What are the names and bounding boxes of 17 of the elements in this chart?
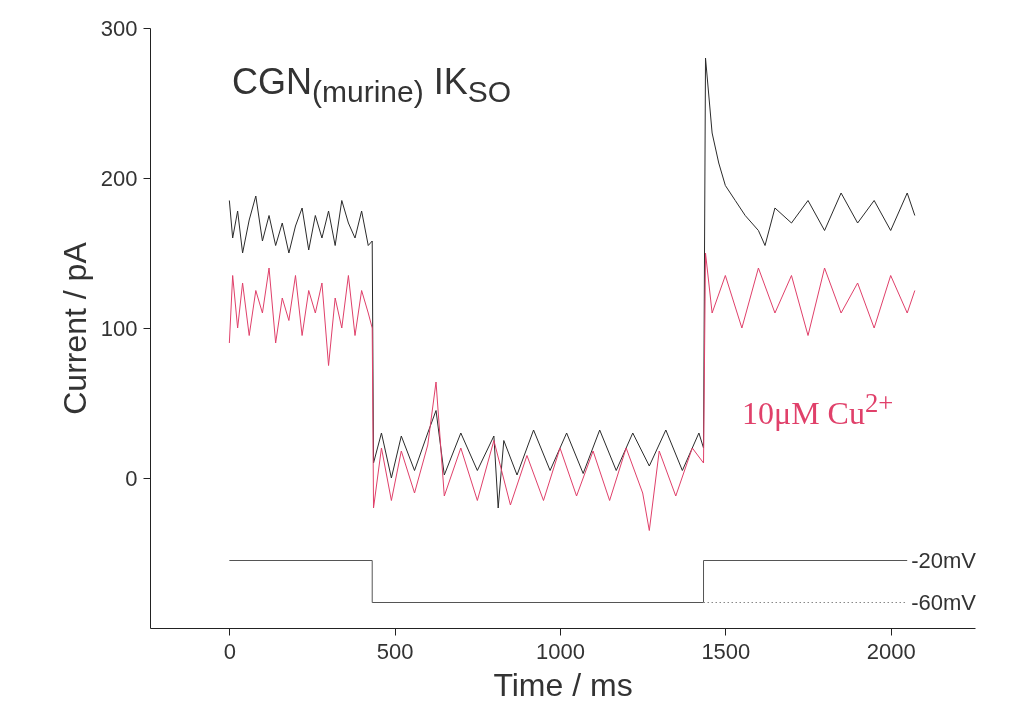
annotation: -20mV bbox=[911, 547, 976, 573]
x-axis-title: Time / ms bbox=[493, 666, 633, 703]
x-tick-label: 0 bbox=[223, 638, 236, 664]
x-tick-label: 500 bbox=[376, 638, 414, 664]
line-series bbox=[228, 57, 916, 509]
y-tick-label: 0 bbox=[125, 465, 138, 491]
y-tick-label: 200 bbox=[100, 165, 138, 191]
x-tick-label: 2000 bbox=[866, 638, 916, 664]
annotation: -60mV bbox=[911, 589, 976, 615]
line-series bbox=[228, 252, 916, 531]
series-label: 10μM Cu$^{2+}$ bbox=[742, 388, 894, 431]
y-axis-title: Current / pA bbox=[56, 241, 93, 415]
x-tick-label: 1500 bbox=[701, 638, 751, 664]
y-tick-label: 300 bbox=[100, 15, 138, 41]
text: CGN$_{(murine)}$ IK$_{SO}$ bbox=[232, 61, 512, 109]
y-tick-label: 100 bbox=[100, 315, 138, 341]
x-tick-label: 1000 bbox=[536, 638, 585, 664]
